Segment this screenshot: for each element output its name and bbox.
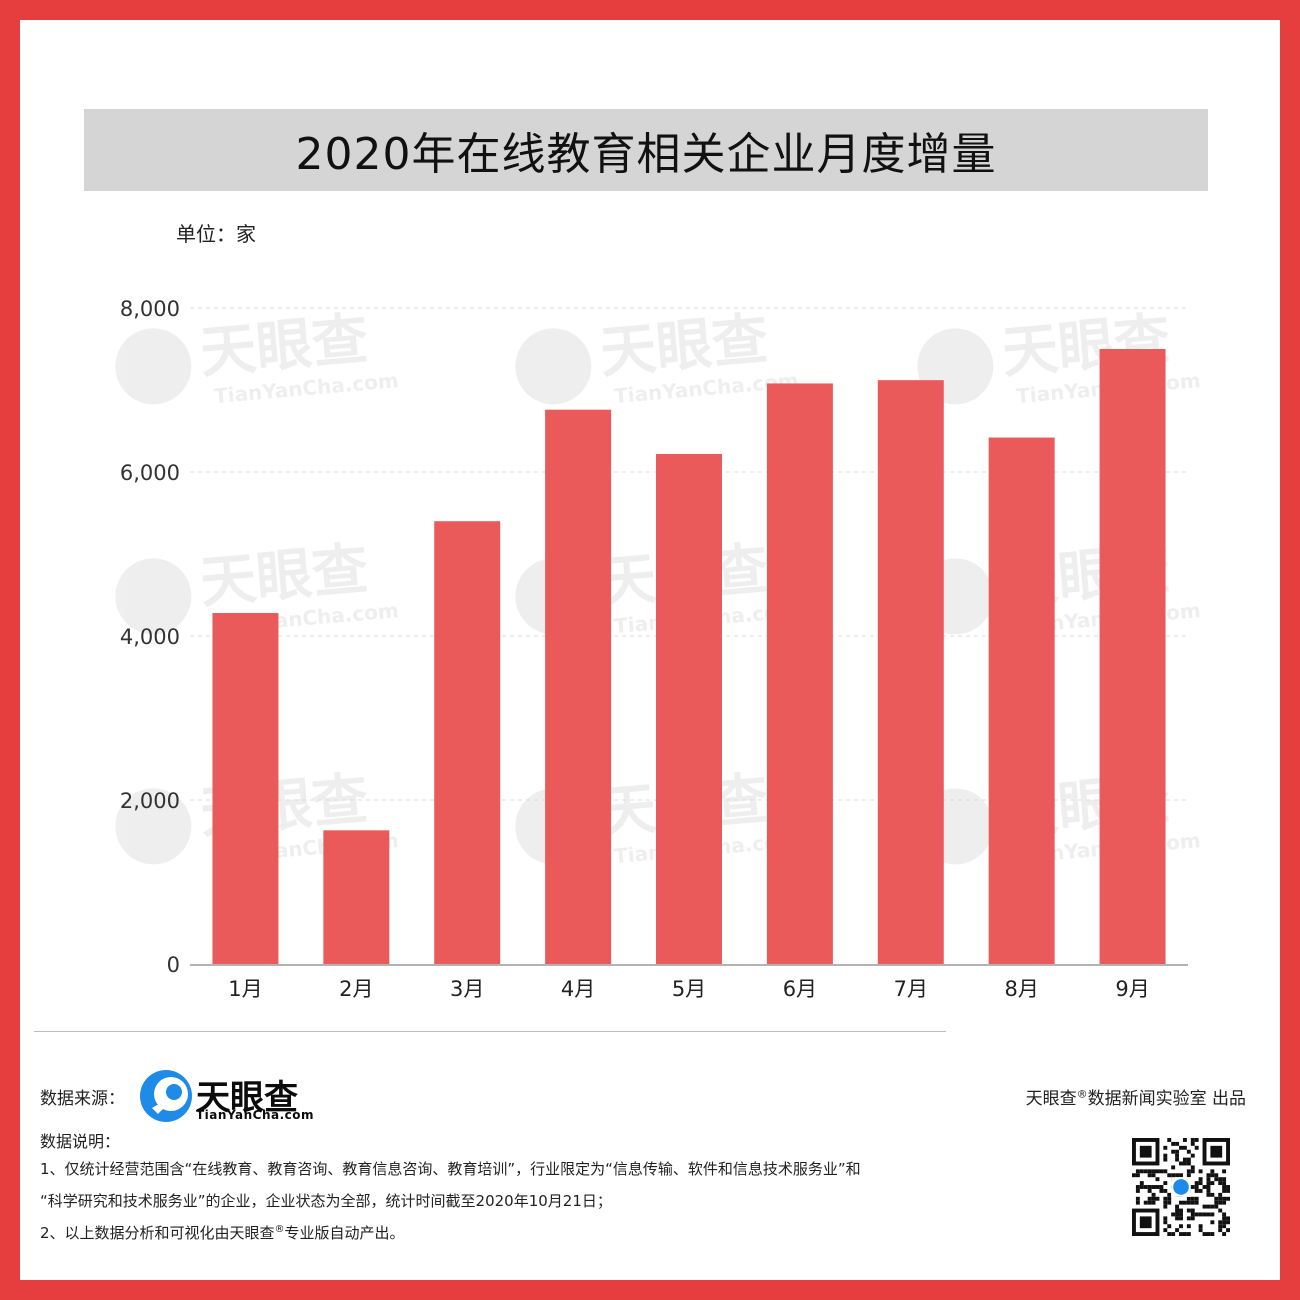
watermark-logo-icon: [515, 328, 592, 405]
bar: [323, 830, 390, 964]
watermark-name: 天眼查: [598, 307, 771, 386]
bar: [988, 437, 1055, 964]
logo-name: 天眼查: [196, 1078, 298, 1118]
y-tick-label: 0: [167, 953, 180, 977]
logo-url: TianYanCha.com: [196, 1108, 315, 1122]
bar: [212, 613, 279, 964]
watermark-logo-icon: [115, 328, 192, 405]
title-bar: 2020年在线教育相关企业月度增量: [84, 109, 1208, 191]
y-tick-label: 6,000: [120, 461, 180, 485]
bar: [656, 453, 722, 964]
qr-code-icon: [1132, 1138, 1230, 1236]
watermark-name: 天眼查: [198, 307, 371, 386]
credit-text: 数据新闻实验室 出品: [1087, 1089, 1246, 1109]
note-2-registered-mark: ®: [274, 1224, 285, 1235]
y-tick-label: 2,000: [120, 789, 180, 813]
bar: [877, 380, 944, 964]
x-tick-label: 5月: [672, 977, 706, 1001]
note-1-line-2: “科学研究和技术服务业”的企业，企业状态为全部，统计时间截至2020年10月21…: [40, 1192, 612, 1210]
note-1-line-1: 1、仅统计经营范围含“在线教育、教育咨询、教育信息咨询、教育培训”，行业限定为“…: [40, 1160, 861, 1178]
watermark-logo-icon: [115, 788, 192, 865]
source-label: 数据来源：: [40, 1089, 125, 1109]
bar: [1099, 349, 1166, 964]
tianyancha-logo: 天眼查 TianYanCha.com: [138, 1068, 328, 1126]
x-tick-label: 1月: [228, 977, 262, 1001]
credit-brand: 天眼查: [1025, 1089, 1077, 1109]
bar: [545, 409, 612, 964]
bar: [434, 521, 501, 964]
x-tick-label: 6月: [783, 977, 817, 1001]
x-tick-label: 7月: [894, 977, 928, 1001]
credit-line: 天眼查®数据新闻实验室 出品: [1026, 1084, 1246, 1109]
unit-label: 单位：家: [176, 222, 256, 246]
watermark-name: 天眼查: [198, 537, 371, 616]
x-tick-label: 4月: [561, 977, 595, 1001]
note-2-text: 2、以上数据分析和可视化由天眼查: [40, 1224, 275, 1242]
x-tick-label: 9月: [1115, 977, 1149, 1001]
y-tick-label: 4,000: [120, 625, 180, 649]
tianyancha-logo-icon: [140, 1070, 192, 1122]
notes-title: 数据说明：: [40, 1132, 121, 1151]
x-tick-label: 2月: [339, 977, 373, 1001]
bar: [766, 383, 833, 964]
y-tick-label: 8,000: [120, 297, 180, 321]
note-2: 2、以上数据分析和可视化由天眼查®专业版自动产出。: [40, 1222, 405, 1243]
x-tick-label: 8月: [1004, 977, 1038, 1001]
divider: [34, 1031, 946, 1032]
watermark-logo-icon: [115, 558, 192, 635]
x-tick-label: 3月: [450, 977, 484, 1001]
chart-title: 2020年在线教育相关企业月度增量: [295, 129, 997, 180]
note-2-suffix: 专业版自动产出。: [284, 1224, 405, 1242]
registered-mark: ®: [1076, 1087, 1088, 1101]
